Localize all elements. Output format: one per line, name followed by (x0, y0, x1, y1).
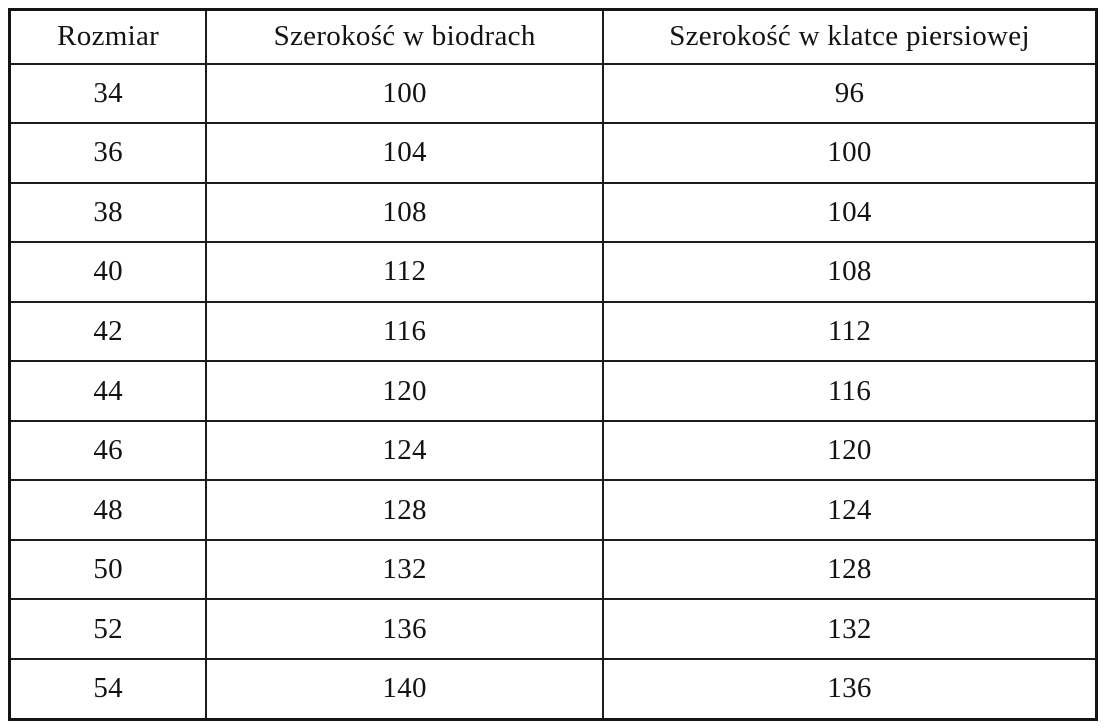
table-cell: 50 (8, 538, 208, 601)
table-cell: 104 (205, 122, 604, 184)
table-row: 44 120 116 (8, 360, 1098, 422)
column-header-rozmiar: Rozmiar (8, 8, 208, 65)
table-cell: 136 (205, 598, 604, 660)
table-body: 34 100 96 36 104 100 38 108 104 40 112 108 42 116 112 4… (8, 62, 1098, 721)
table-cell: 44 (8, 360, 208, 422)
table-cell: 108 (205, 181, 604, 244)
table-row: 36 104 100 (8, 122, 1098, 184)
size-chart-table: Rozmiar Szerokość w biodrach Szerokość w… (8, 8, 1098, 721)
table-cell: 116 (601, 360, 1098, 422)
table-row: 50 132 128 (8, 538, 1098, 601)
table-cell: 38 (8, 181, 208, 244)
table-cell: 54 (8, 657, 208, 721)
table-cell: 100 (601, 122, 1098, 184)
table-cell: 120 (601, 419, 1098, 482)
table-cell: 96 (601, 62, 1098, 125)
table-cell: 46 (8, 419, 208, 482)
table-cell: 108 (601, 241, 1098, 303)
table-cell: 100 (205, 62, 604, 125)
table-cell: 36 (8, 122, 208, 184)
table-row: 46 124 120 (8, 419, 1098, 482)
table-cell: 48 (8, 479, 208, 541)
table-cell: 128 (205, 479, 604, 541)
table-row: 38 108 104 (8, 181, 1098, 244)
table-cell: 124 (601, 479, 1098, 541)
table-row: 52 136 132 (8, 598, 1098, 660)
table-cell: 42 (8, 300, 208, 363)
table-cell: 116 (205, 300, 604, 363)
table-cell: 34 (8, 62, 208, 125)
table-row: 40 112 108 (8, 241, 1098, 303)
table-row: 48 128 124 (8, 479, 1098, 541)
table-cell: 120 (205, 360, 604, 422)
table-row: 42 116 112 (8, 300, 1098, 363)
table-header-row: Rozmiar Szerokość w biodrach Szerokość w… (8, 8, 1098, 65)
table-row: 34 100 96 (8, 62, 1098, 125)
table-cell: 104 (601, 181, 1098, 244)
column-header-szerokosc-w-biodrach: Szerokość w biodrach (205, 8, 604, 65)
table-cell: 128 (601, 538, 1098, 601)
table-cell: 40 (8, 241, 208, 303)
table-row: 54 140 136 (8, 657, 1098, 721)
table-cell: 112 (601, 300, 1098, 363)
table-cell: 136 (601, 657, 1098, 721)
column-header-szerokosc-w-klatce-piersiowej: Szerokość w klatce piersiowej (601, 8, 1098, 65)
table-cell: 140 (205, 657, 604, 721)
table-cell: 52 (8, 598, 208, 660)
table-cell: 132 (205, 538, 604, 601)
table-cell: 112 (205, 241, 604, 303)
table-cell: 132 (601, 598, 1098, 660)
table-cell: 124 (205, 419, 604, 482)
